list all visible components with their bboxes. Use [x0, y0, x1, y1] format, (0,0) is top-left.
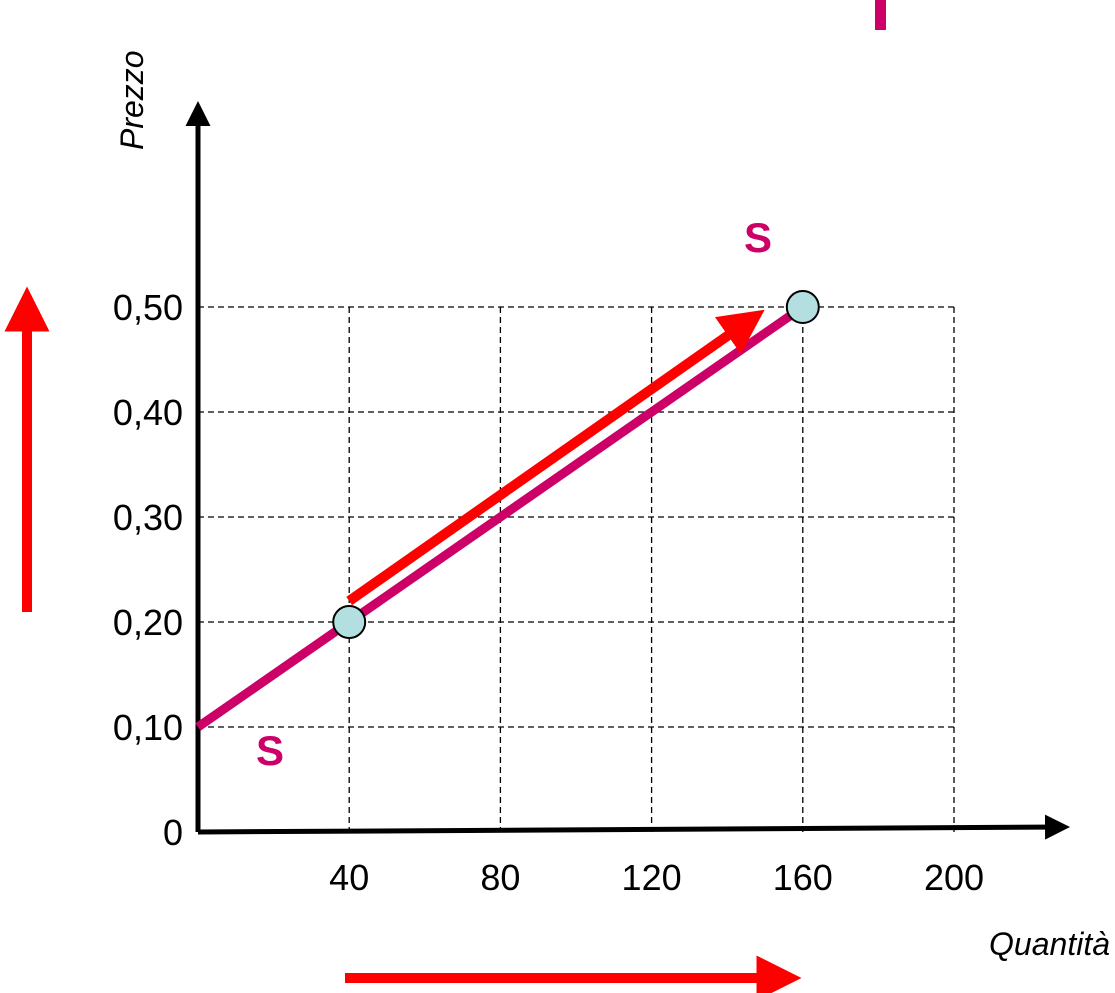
grid — [198, 306, 955, 832]
x-tick-label: 160 — [773, 857, 833, 898]
curve-label: S — [744, 214, 772, 261]
movement-arrow — [346, 309, 765, 606]
y-tick-label: 0 — [163, 812, 183, 853]
y-tick-label: 0,10 — [113, 707, 183, 748]
x-tick-label: 120 — [622, 857, 682, 898]
x-tick-label: 200 — [924, 857, 984, 898]
y-axis-title: Prezzo — [114, 50, 150, 150]
axes — [185, 101, 1070, 840]
labels-layer: 40 80 120 160 200 0 0,10 0,20 0,30 0,40 0,50 Quanti… — [4, 50, 1110, 993]
y-tick-label: 0,20 — [113, 602, 183, 643]
x-axis — [197, 814, 1070, 840]
top-mark — [875, 0, 886, 30]
equilibrium-point — [332, 605, 367, 639]
y-tick-label: 0,30 — [113, 497, 183, 538]
x-tick-label: 40 — [329, 857, 369, 898]
curve-label: S — [256, 727, 284, 774]
y-tick-label: 0,50 — [113, 287, 183, 328]
series-layer — [195, 290, 820, 731]
x-axis-title: Quantità — [989, 926, 1110, 962]
y-tick-label: 0,40 — [113, 392, 183, 433]
equilibrium-point — [785, 290, 820, 324]
x-tick-label: 80 — [480, 857, 520, 898]
